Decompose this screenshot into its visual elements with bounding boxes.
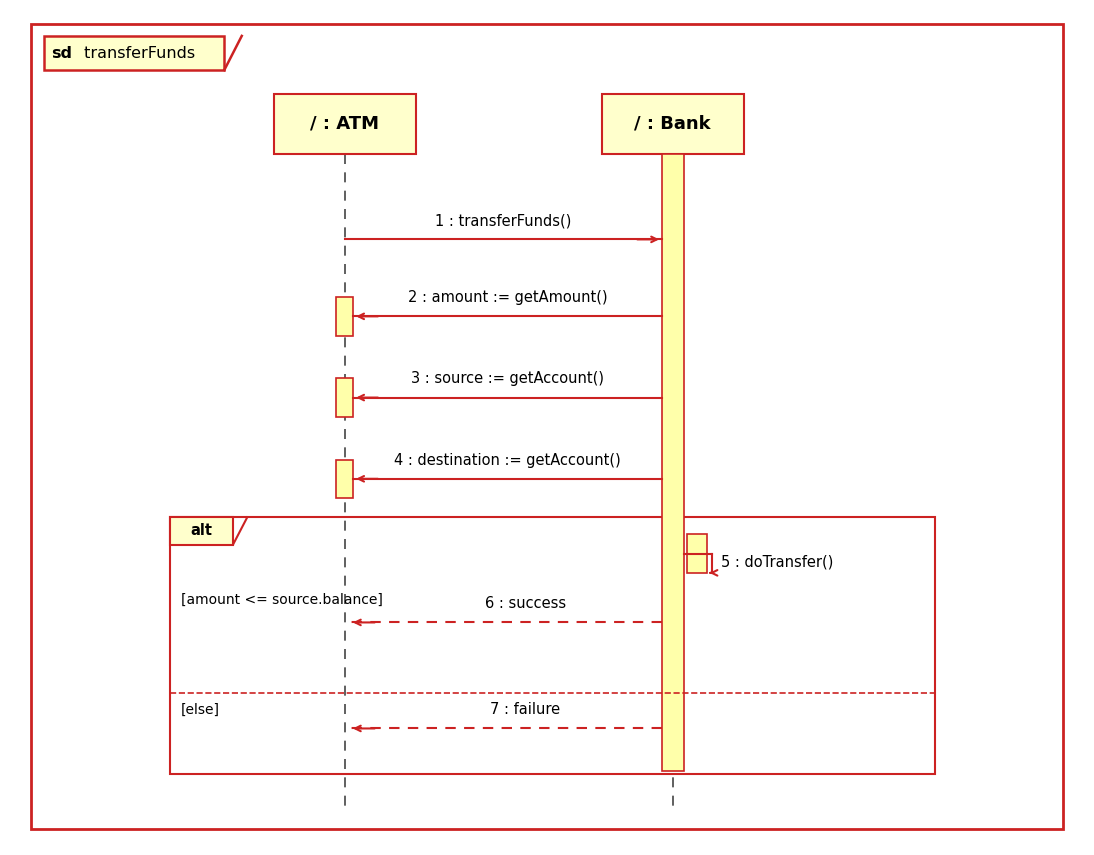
Text: 5 : doTransfer(): 5 : doTransfer() [721, 554, 834, 569]
Text: 4 : destination := getAccount(): 4 : destination := getAccount() [394, 452, 621, 468]
Bar [602, 94, 744, 154]
Bar [336, 297, 353, 335]
Text: alt: alt [190, 523, 212, 539]
Text: [amount <= source.balance]: [amount <= source.balance] [181, 593, 383, 607]
Text: / : Bank: / : Bank [635, 115, 711, 133]
Bar [170, 517, 935, 774]
Text: 3 : source := getAccount(): 3 : source := getAccount() [411, 371, 604, 386]
Bar [336, 460, 353, 498]
Text: 6 : success: 6 : success [485, 596, 566, 611]
Text: / : ATM: / : ATM [310, 115, 380, 133]
Bar [336, 378, 353, 416]
Bar [687, 534, 707, 573]
Bar [44, 36, 224, 70]
Bar [170, 517, 233, 545]
Text: [else]: [else] [181, 703, 220, 716]
Text: sd: sd [51, 45, 72, 61]
Bar [662, 154, 684, 771]
Text: 7 : failure: 7 : failure [490, 702, 560, 717]
Text: 2 : amount := getAmount(): 2 : amount := getAmount() [408, 290, 607, 305]
Bar [274, 94, 416, 154]
Text: 1 : transferFunds(): 1 : transferFunds() [435, 213, 571, 228]
Text: transferFunds: transferFunds [79, 45, 195, 61]
